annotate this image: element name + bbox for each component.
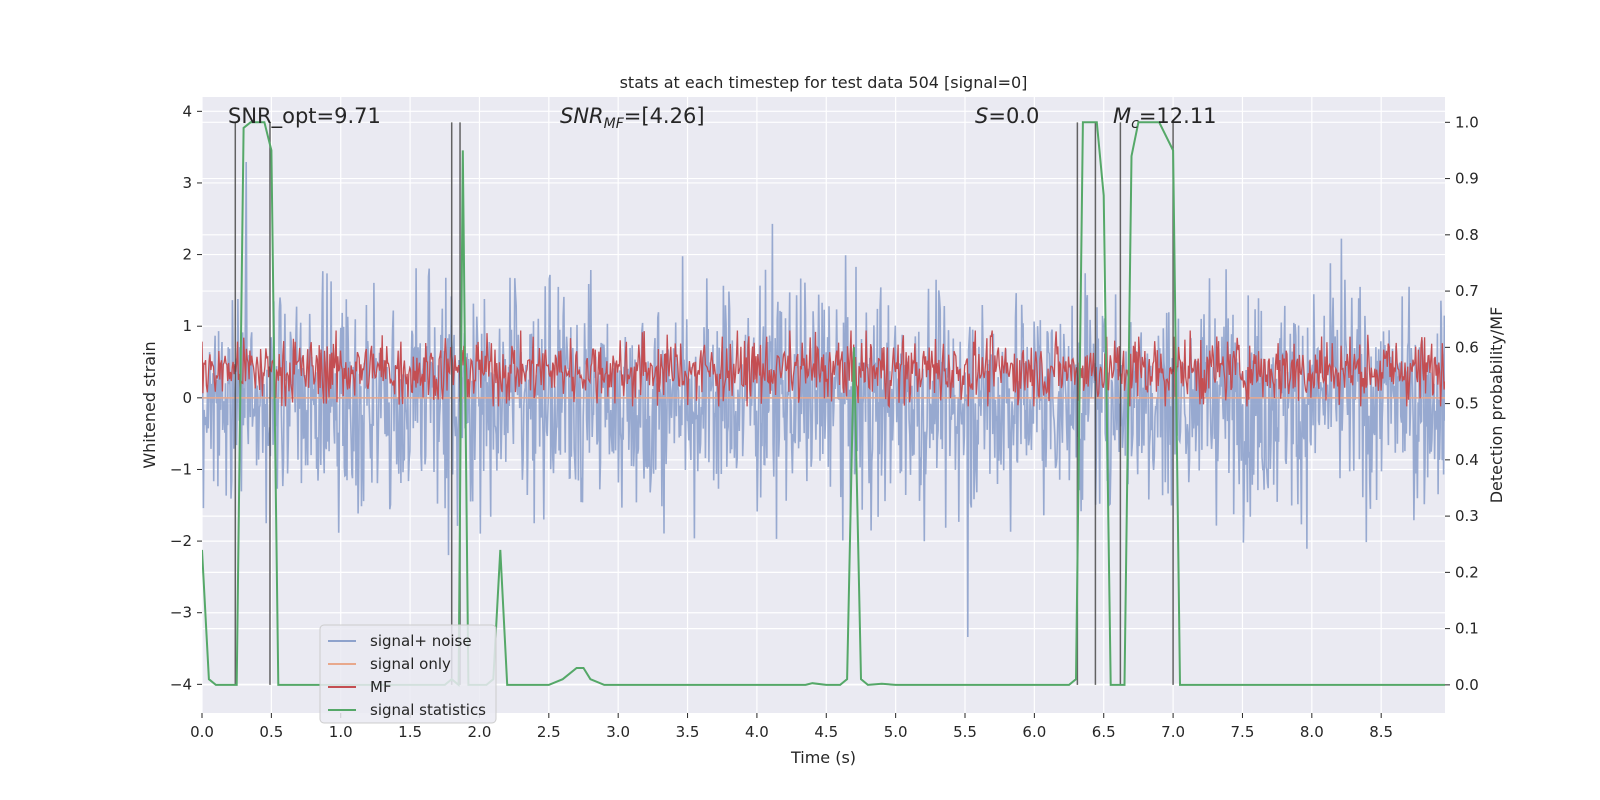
x-tick-label: 3.5 (676, 723, 700, 741)
y2-tick-label: 0.2 (1455, 563, 1479, 581)
legend-label: signal only (370, 655, 451, 673)
x-tick-label: 6.0 (1022, 723, 1046, 741)
x-tick-label: 0.5 (259, 723, 283, 741)
x-tick-label: 1.5 (398, 723, 422, 741)
y2-tick-label: 1.0 (1455, 113, 1479, 131)
x-tick-label: 6.5 (1092, 723, 1116, 741)
annotation-text: SNRMF=[4.26] (560, 104, 705, 132)
y2-tick-label: 0.1 (1455, 620, 1479, 638)
y2-tick-label: 0.9 (1455, 170, 1479, 188)
annotation-text: SNR_opt=9.71 (228, 104, 381, 129)
y-tick-label: −2 (170, 532, 192, 550)
x-axis-title: Time (s) (790, 748, 856, 767)
y-tick-label: 3 (182, 174, 192, 192)
y2-tick-label: 0.8 (1455, 226, 1479, 244)
legend-box (319, 624, 497, 724)
x-tick-label: 4.5 (814, 723, 838, 741)
y2-tick-label: 0.4 (1455, 451, 1479, 469)
y-tick-label: 1 (182, 317, 192, 335)
y2-tick-label: 0.0 (1455, 676, 1479, 694)
annotation-text: S=0.0 (975, 104, 1039, 128)
x-tick-label: 7.0 (1161, 723, 1185, 741)
x-tick-label: 7.5 (1231, 723, 1255, 741)
x-tick-label: 5.0 (884, 723, 908, 741)
x-tick-label: 1.0 (329, 723, 353, 741)
x-tick-label: 4.0 (745, 723, 769, 741)
plot-area: 0.0 0.5 1.0 1.5 2.0 2.5 3.0 3.5 4.0 4.5 5.0 5.5 6.0 6… (170, 97, 1479, 741)
x-tick-label: 8.5 (1369, 723, 1393, 741)
y-tick-label: 4 (182, 102, 192, 120)
x-tick-label: 5.5 (953, 723, 977, 741)
x-tick-label: 0.0 (190, 723, 214, 741)
annotation-text: Mc=12.11 (1113, 104, 1217, 132)
y-tick-label: −3 (170, 604, 192, 622)
plot-series (202, 121, 1445, 688)
y2-axis-title: Detection probability/MF (1487, 307, 1506, 504)
series-mf-line (202, 330, 1445, 409)
y-tick-label: −4 (170, 675, 192, 693)
y2-tick-label: 0.3 (1455, 507, 1479, 525)
y2-tick-label: 0.6 (1455, 338, 1479, 356)
x-tick-label: 3.0 (606, 723, 630, 741)
legend-label: signal statistics (370, 701, 486, 719)
series-signal-statistics-line (202, 121, 1445, 688)
x-tick-label: 8.0 (1300, 723, 1324, 741)
legend-label: MF (370, 678, 392, 696)
y-tick-label: −1 (170, 460, 192, 478)
x-tick-label: 2.5 (537, 723, 561, 741)
x-tick-label: 2.0 (468, 723, 492, 741)
legend: signal+ noise signal only MF signal statist… (319, 624, 497, 724)
y-tick-label: 0 (182, 389, 192, 407)
y2-tick-label: 0.7 (1455, 282, 1479, 300)
y-axis-title: Whitened strain (140, 341, 159, 468)
y2-tick-label: 0.5 (1455, 395, 1479, 413)
legend-label: signal+ noise (370, 632, 472, 650)
chart-title: stats at each timestep for test data 504… (620, 73, 1028, 92)
y-tick-label: 2 (182, 246, 192, 264)
